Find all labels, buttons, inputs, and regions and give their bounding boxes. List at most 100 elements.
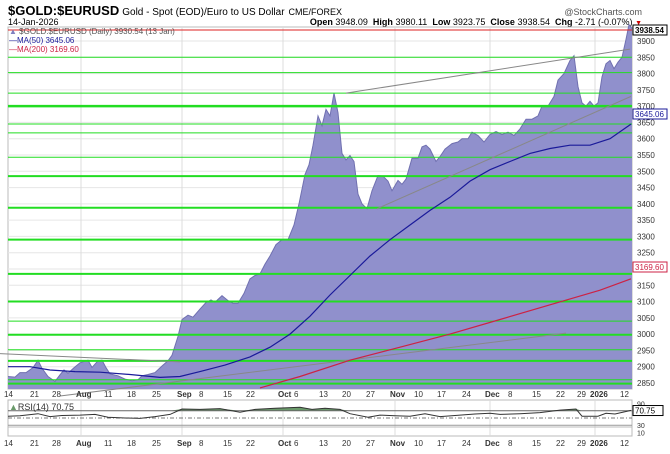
rsi-line xyxy=(7,406,632,419)
ma200-line xyxy=(259,278,632,389)
high-label: High xyxy=(372,17,393,27)
svg-text:Nov: Nov xyxy=(390,439,406,448)
svg-text:8: 8 xyxy=(508,439,513,448)
line-legend-icon: — xyxy=(9,36,17,45)
chart-title: $GOLD:$EURUSD Gold - Spot (EOD)/Euro to U… xyxy=(8,3,342,18)
down-triangle-icon: ▼ xyxy=(635,20,642,27)
trendline[interactable] xyxy=(59,332,567,397)
svg-text:22: 22 xyxy=(246,390,255,399)
watermark: @StockCharts.com xyxy=(564,7,642,17)
svg-text:22: 22 xyxy=(246,439,255,448)
close-value: 3938.54 xyxy=(517,17,550,27)
trendline[interactable] xyxy=(376,95,632,210)
svg-text:3500: 3500 xyxy=(637,167,655,176)
svg-text:24: 24 xyxy=(462,439,471,448)
legend-ma200-text: MA(200) 3169.60 xyxy=(17,45,79,54)
ma50-line xyxy=(8,123,632,379)
close-label: Close xyxy=(490,17,515,27)
svg-text:15: 15 xyxy=(223,390,232,399)
svg-text:15: 15 xyxy=(223,439,232,448)
svg-text:15: 15 xyxy=(532,439,541,448)
svg-text:3100: 3100 xyxy=(637,298,655,307)
svg-text:Dec: Dec xyxy=(485,439,500,448)
svg-text:Sep: Sep xyxy=(177,390,192,399)
svg-text:8: 8 xyxy=(508,390,513,399)
svg-text:Aug: Aug xyxy=(76,390,92,399)
legend-rsi: ▲RSI(14) 70.75 xyxy=(9,402,74,412)
svg-text:21: 21 xyxy=(30,439,39,448)
svg-text:Aug: Aug xyxy=(76,439,92,448)
svg-text:3645.06: 3645.06 xyxy=(635,110,664,119)
svg-text:8: 8 xyxy=(199,390,204,399)
svg-text:70.75: 70.75 xyxy=(635,407,656,416)
svg-text:14: 14 xyxy=(4,390,13,399)
svg-text:3000: 3000 xyxy=(637,330,655,339)
svg-text:Sep: Sep xyxy=(177,439,192,448)
chg-label: Chg xyxy=(555,17,573,27)
trendline[interactable] xyxy=(0,353,181,363)
trendline[interactable] xyxy=(345,48,631,94)
svg-text:12: 12 xyxy=(620,390,629,399)
svg-text:21: 21 xyxy=(30,390,39,399)
svg-text:11: 11 xyxy=(104,439,113,448)
svg-text:29: 29 xyxy=(577,390,586,399)
svg-text:Oct: Oct xyxy=(278,390,292,399)
open-label: Open xyxy=(309,17,333,27)
exchange: CME/FOREX xyxy=(288,7,343,17)
svg-text:13: 13 xyxy=(319,439,328,448)
svg-text:3850: 3850 xyxy=(637,53,655,62)
line-legend-icon: — xyxy=(9,45,17,54)
svg-text:10: 10 xyxy=(414,390,423,399)
area-legend-icon: ▲ xyxy=(9,27,17,36)
svg-text:3900: 3900 xyxy=(637,37,655,46)
svg-text:2850: 2850 xyxy=(637,379,655,388)
svg-text:3550: 3550 xyxy=(637,151,655,160)
svg-text:10: 10 xyxy=(414,439,423,448)
svg-text:27: 27 xyxy=(366,390,375,399)
svg-text:20: 20 xyxy=(342,390,351,399)
svg-text:3938.54: 3938.54 xyxy=(635,26,664,35)
svg-text:29: 29 xyxy=(577,439,586,448)
svg-text:25: 25 xyxy=(152,439,161,448)
svg-text:10: 10 xyxy=(637,430,645,437)
svg-text:20: 20 xyxy=(342,439,351,448)
legend-rsi-text: RSI(14) 70.75 xyxy=(17,402,74,412)
legend-price-text: $GOLD:$EURUSD (Daily) 3930.54 (13 Jan) xyxy=(19,27,175,36)
svg-text:3650: 3650 xyxy=(637,118,655,127)
svg-text:14: 14 xyxy=(4,439,13,448)
svg-text:8: 8 xyxy=(199,439,204,448)
svg-text:3750: 3750 xyxy=(637,86,655,95)
svg-text:24: 24 xyxy=(462,390,471,399)
svg-text:27: 27 xyxy=(366,439,375,448)
svg-text:17: 17 xyxy=(437,390,446,399)
legend-price: ▲ $GOLD:$EURUSD (Daily) 3930.54 (13 Jan) xyxy=(9,27,175,36)
ohlc-bar: Open 3948.09 High 3980.11 Low 3923.75 Cl… xyxy=(310,17,642,27)
svg-text:2026: 2026 xyxy=(590,439,608,448)
svg-text:3169.60: 3169.60 xyxy=(635,263,664,272)
svg-text:Oct: Oct xyxy=(278,439,292,448)
low-value: 3923.75 xyxy=(452,17,486,27)
svg-text:3400: 3400 xyxy=(637,200,655,209)
svg-text:17: 17 xyxy=(437,439,446,448)
svg-text:2026: 2026 xyxy=(590,390,608,399)
area-legend-icon: ▲ xyxy=(9,402,18,412)
chg-value: -2.71 (-0.07%) xyxy=(575,17,633,27)
svg-text:2950: 2950 xyxy=(637,346,655,355)
chart-date: 14-Jan-2026 xyxy=(8,17,59,27)
high-value: 3980.11 xyxy=(395,17,428,27)
svg-text:3700: 3700 xyxy=(637,102,655,111)
svg-text:15: 15 xyxy=(532,390,541,399)
symbol: $GOLD:$EURUSD xyxy=(8,3,120,18)
low-label: Low xyxy=(432,17,451,27)
svg-text:3150: 3150 xyxy=(637,281,655,290)
svg-text:28: 28 xyxy=(52,439,61,448)
svg-text:3250: 3250 xyxy=(637,249,655,258)
svg-text:3800: 3800 xyxy=(637,70,655,79)
svg-text:3600: 3600 xyxy=(637,135,655,144)
legend-ma50-text: MA(50) 3645.06 xyxy=(17,36,75,45)
svg-text:22: 22 xyxy=(556,439,565,448)
svg-text:Dec: Dec xyxy=(485,390,500,399)
svg-text:3050: 3050 xyxy=(637,314,655,323)
open-value: 3948.09 xyxy=(335,17,368,27)
